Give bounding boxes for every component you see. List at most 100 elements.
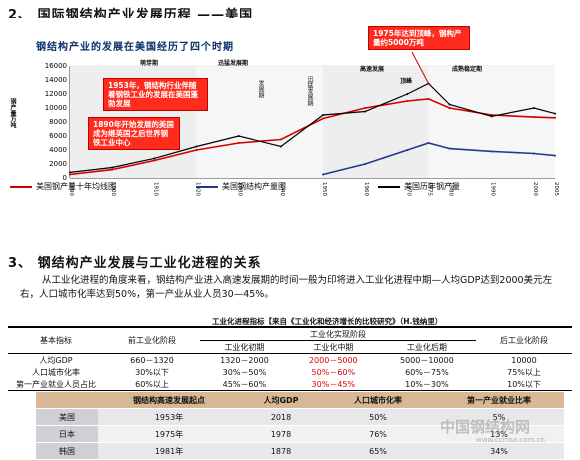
series-2-point	[427, 142, 430, 144]
table-row: 日本 1975年 1978 76% 13%	[36, 425, 564, 443]
y-tick-label: 10000	[45, 104, 67, 112]
phase-label-2: 迅猛发展期	[218, 60, 249, 67]
t2-r0-c2: 2018	[240, 408, 322, 426]
t2-r1-c3: 76%	[322, 425, 434, 443]
legend-line-annual	[378, 186, 400, 188]
series-3-point	[69, 171, 71, 174]
series-3-point	[532, 107, 535, 109]
series-2-point	[532, 152, 535, 155]
x-tick-label: 1940	[279, 182, 285, 196]
t1-head-post: 后工业化阶段	[476, 327, 572, 354]
t1-r0-c4: 5000－10000	[399, 355, 454, 365]
y-tick-label: 12000	[45, 90, 67, 98]
series-2-point	[554, 154, 556, 157]
callout-peak: 1975年达到顶峰，钢构产量约5000万吨	[368, 26, 470, 50]
x-tick-label: 1960	[363, 182, 369, 196]
y-tick-label: 6000	[49, 132, 67, 140]
phase-band-2	[196, 66, 324, 178]
series-3-point	[237, 135, 240, 137]
legend-line-avg	[10, 186, 32, 188]
phase-label-1: 萌芽期	[140, 60, 159, 67]
series-3-point	[279, 145, 282, 148]
y-tick-label: 4000	[49, 146, 67, 154]
t2-r1-c4: 13%	[434, 425, 564, 443]
series-1-point	[406, 100, 409, 102]
x-tick-label: 1930	[237, 182, 243, 196]
x-tick-label: 1990	[490, 182, 496, 196]
table-row: 人口城市化率 30%以下 30%－50% 50%－60% 60%－75% 75%…	[8, 366, 572, 378]
x-tick-label: 2000	[532, 182, 538, 196]
t2-head-4: 第一产业就业比率	[434, 392, 564, 409]
series-2-point	[322, 173, 325, 176]
t2-head-3: 人口城市化率	[322, 392, 434, 409]
t2-r0-c4: 5%	[434, 408, 564, 426]
y-tick-label: 14000	[45, 76, 67, 84]
phase-note-1: 发展期	[257, 80, 264, 98]
table-row: 美国 1953年 2018 50% 5%	[36, 408, 564, 426]
y-tick-label: 8000	[49, 118, 67, 126]
t1-r1-c3: 50%－60%	[311, 367, 356, 377]
series-3-point	[406, 93, 409, 95]
t2-r2-c1: 1981年	[98, 442, 240, 460]
phase-note-2: 迅猛发展期	[306, 76, 313, 106]
table-row: 人均GDP 660－1320 1320－2000 2000－5000 5000－…	[8, 354, 572, 367]
t2-r0-c0: 美国	[36, 408, 98, 426]
series-line-2	[322, 142, 556, 176]
t1-r1-c5: 75%以上	[507, 367, 541, 377]
t2-head-1: 钢结构高速发展起点	[98, 392, 240, 409]
t2-r2-c3: 65%	[322, 442, 434, 460]
series-3-point	[490, 115, 493, 118]
x-tick-label: 1890	[68, 182, 74, 196]
series-1-point	[322, 117, 325, 120]
callout-1953: 1953年，钢结构行业伴随着钢铁工业的发展在美国蓬勃发展	[103, 78, 208, 111]
watermark-url: www.ccmsa.com.cn	[476, 436, 545, 444]
t2-r1-c0: 日本	[36, 425, 98, 443]
t1-r1-c4: 60%－75%	[405, 367, 449, 377]
series-3-point	[322, 114, 325, 116]
t2-r1-c1: 1975年	[98, 425, 240, 443]
t2-r2-c4: 34%	[434, 442, 564, 460]
x-tick-label: 1900	[110, 182, 116, 196]
t2-r2-c0: 韩国	[36, 442, 98, 460]
series-1-point	[364, 107, 367, 109]
series-2-point	[364, 163, 367, 165]
series-2-point	[490, 150, 493, 153]
legend-text-annual: 美国历年钢产量	[404, 182, 460, 191]
t1-r0-c0: 人均GDP	[39, 355, 73, 365]
t1-r0-c1: 660－1320	[130, 355, 174, 365]
t2-r1-c2: 1978	[240, 425, 322, 443]
legend-text-avg: 美国钢产量十年均线图	[36, 182, 116, 191]
series-3-point	[364, 110, 367, 113]
phase-label-4: 成熟稳定期	[452, 66, 483, 73]
series-3-point	[153, 157, 156, 160]
x-tick-label: 1950	[321, 182, 327, 196]
series-line-3	[69, 82, 556, 173]
section3-title: 3、 钢结构产业发展与工业化进程的关系	[8, 256, 262, 271]
industrialization-table: 基本指标 前工业化阶段 工业化实现阶段 后工业化阶段 工业化初期 工业化中期 工…	[8, 326, 572, 391]
t1-r2-c1: 60%以上	[135, 379, 169, 389]
series-3-point	[554, 112, 556, 115]
x-tick-label: 1975	[426, 182, 432, 196]
t1-r0-c2: 1320－2000	[220, 355, 269, 365]
t2-head-2: 人均GDP	[240, 392, 322, 409]
t1-r2-c4: 10%－30%	[405, 379, 449, 389]
x-tick-label: 1970	[405, 182, 411, 196]
t1-r1-c2: 30%－50%	[222, 367, 267, 377]
t1-head-stage-2: 工业化中期	[288, 340, 378, 354]
x-tick-label: 1980	[448, 182, 454, 196]
t1-r2-c0: 第一产业就业人员占比	[16, 379, 96, 389]
series-1-point	[153, 159, 156, 162]
legend-line-structure	[196, 186, 218, 188]
table-row: 韩国 1981年 1878 65% 34%	[36, 442, 564, 460]
t2-r0-c3: 50%	[322, 408, 434, 426]
series-1-point	[111, 168, 114, 171]
series-1-point	[427, 97, 430, 100]
series-2-point	[448, 147, 451, 150]
chart-subtitle: 钢结构产业的发展在美国经历了四个时期	[36, 42, 234, 53]
phase-band-4	[428, 66, 555, 178]
series-3-point	[448, 103, 451, 106]
x-tick-label: 1910	[152, 182, 158, 196]
series-1-point	[490, 114, 493, 116]
y-axis-label: 钢产量万吨	[9, 98, 16, 128]
watermark: 中国钢结构网	[440, 418, 531, 436]
